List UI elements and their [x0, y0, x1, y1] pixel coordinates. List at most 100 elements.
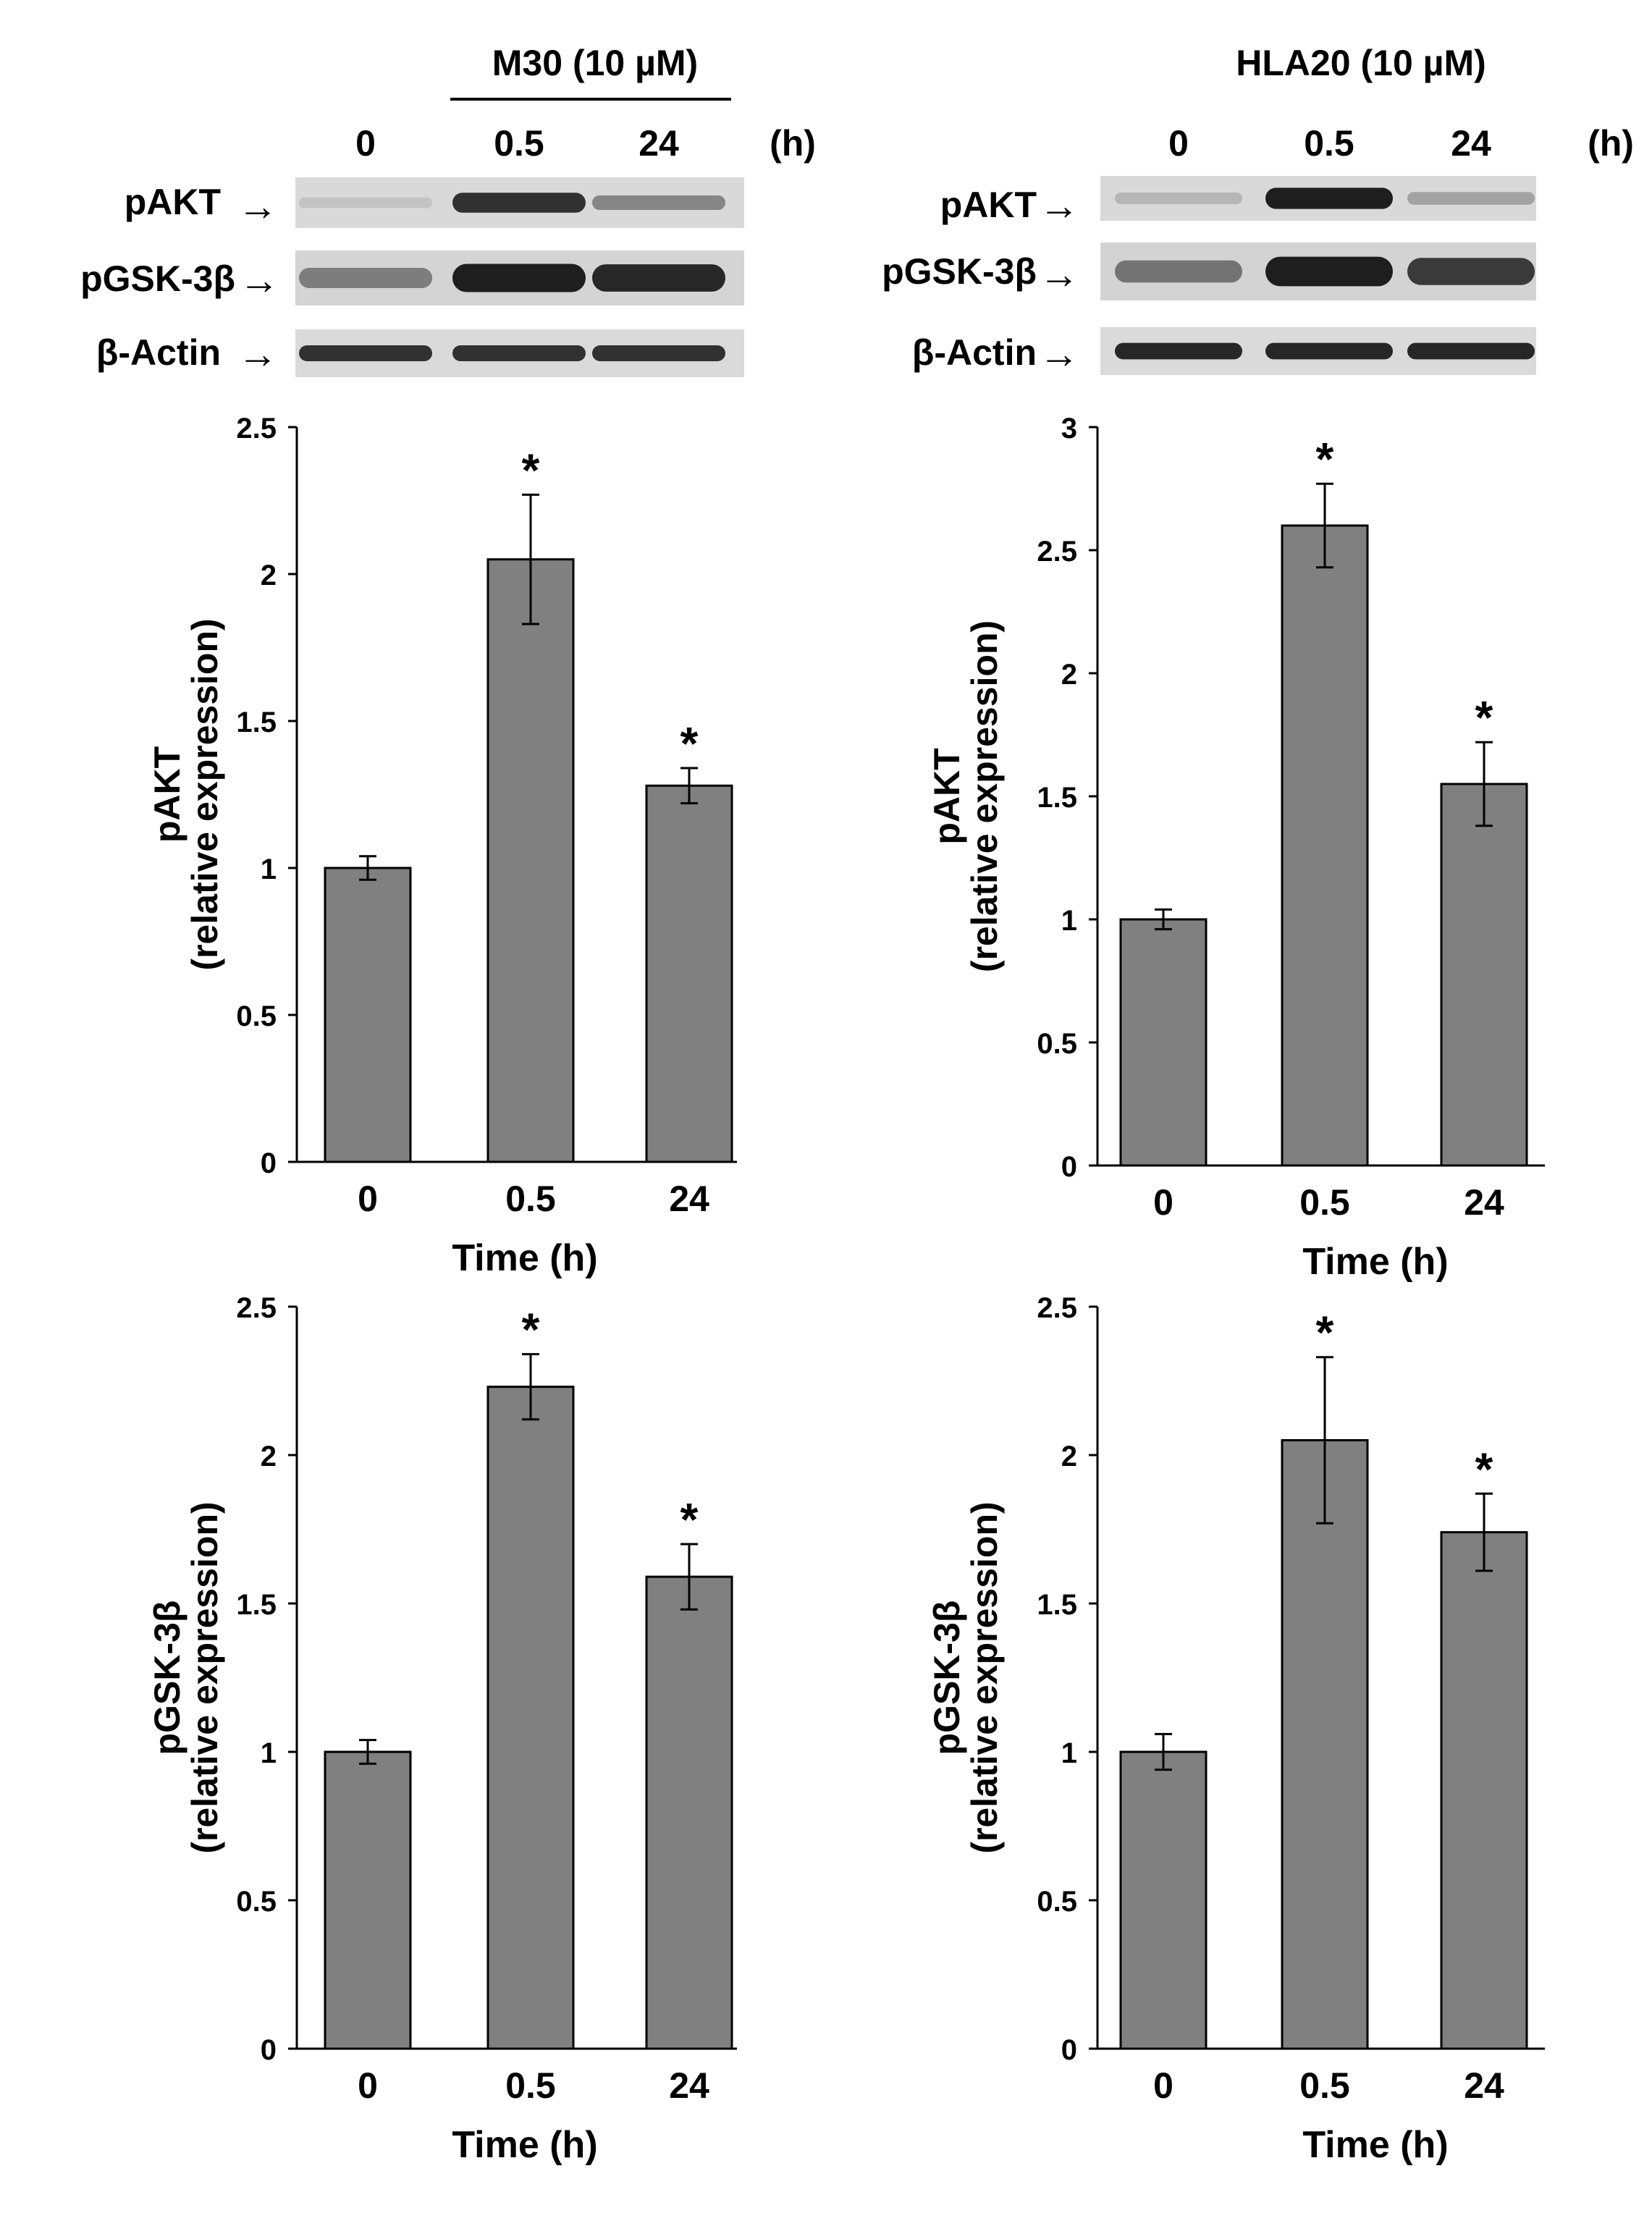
bar [1440, 783, 1528, 1167]
x-tick-label: 24 [669, 2065, 709, 2106]
y-tick-label: 1 [261, 1737, 277, 1769]
blot-panel-m30: M30 (10 µM) 0 0.5 24 (h) pAKT → pGSK-3β … [80, 43, 816, 377]
bar [1119, 918, 1208, 1167]
y-tick-label: 2.5 [236, 1292, 277, 1324]
y-tick-label: 2.5 [1037, 536, 1077, 568]
x-axis-title: Time (h) [1302, 1241, 1448, 1283]
chart-pakt-m30: 0 * 0.5 * 24 0 0.5 1 1.5 2 2.5 Time (h) pAKT(relativ… [147, 413, 737, 1279]
blot-band [1265, 342, 1393, 360]
y-axis-subtitle: (relative expression) [964, 620, 1005, 972]
arrow-icon: → [1039, 331, 1079, 376]
arrow-icon: → [237, 183, 278, 229]
y-tick-label: 0.5 [1037, 1028, 1077, 1060]
bar [324, 1750, 412, 2050]
y-tick-label: 0.5 [1037, 1886, 1077, 1918]
significance-marker: * [1475, 1443, 1493, 1495]
y-tick-label: 0 [261, 1147, 277, 1179]
bar [1440, 1531, 1528, 2050]
bar [486, 558, 575, 1163]
blot-band [299, 197, 432, 208]
x-axis-title: Time (h) [452, 1237, 597, 1279]
bar [1281, 1439, 1369, 2050]
blot-band [592, 195, 725, 211]
x-tick-label: 0 [1153, 1182, 1173, 1223]
x-tick-label: 0.5 [1299, 1182, 1350, 1223]
blot-treatment-label: M30 (10 µM) [492, 43, 698, 83]
blot-band [1407, 258, 1535, 285]
arrow-icon: → [239, 257, 279, 303]
bar [486, 1386, 575, 2050]
y-axis-subtitle: (relative expression) [185, 1501, 225, 1853]
significance-marker: * [680, 717, 699, 770]
y-tick-label: 0.5 [236, 1886, 277, 1918]
blot-band [1407, 342, 1535, 360]
y-tick-label: 2.5 [1037, 1292, 1077, 1324]
x-tick-label: 24 [669, 1179, 709, 1219]
y-axis-title: pAKT [147, 746, 187, 843]
y-tick-label: 1.5 [236, 707, 277, 738]
y-axis-title: pGSK-3β [927, 1601, 967, 1755]
blot-time-unit: (h) [770, 123, 816, 164]
blot-time-label: 0.5 [1304, 123, 1354, 164]
blot-time-label: 0 [1168, 123, 1189, 164]
blot-bands [1115, 187, 1535, 360]
y-tick-label: 0 [1061, 1151, 1077, 1183]
blot-band [299, 268, 432, 288]
blot-time-label: 0 [355, 123, 376, 164]
blot-band [452, 193, 586, 213]
y-tick-label: 0 [1061, 2034, 1077, 2066]
blot-row-label-pgsk: pGSK-3β [882, 251, 1037, 292]
chart-pgsk-hla20: 0 * 0.5 * 24 0 0.5 1 1.5 2 2.5 Time (h) pGSK-3β(rela… [927, 1292, 1545, 2166]
significance-marker: * [522, 444, 540, 496]
x-tick-label: 0 [1153, 2065, 1173, 2106]
blot-band [1265, 187, 1393, 209]
x-tick-label: 0 [358, 2065, 378, 2106]
x-tick-label: 0.5 [505, 1179, 556, 1219]
y-tick-label: 2.5 [236, 413, 277, 444]
y-tick-label: 2 [261, 560, 277, 591]
blot-row-label-actin: β-Actin [96, 332, 221, 373]
bar [1281, 524, 1369, 1167]
blot-row-label-actin: β-Actin [912, 332, 1037, 373]
blot-band [1115, 260, 1242, 283]
y-tick-label: 2 [1061, 1441, 1077, 1472]
blot-band [452, 264, 586, 292]
x-tick-label: 24 [1464, 2065, 1504, 2106]
blot-time-label: 24 [1451, 123, 1491, 164]
blot-time-label: 24 [639, 123, 679, 164]
y-axis-title: pAKT [927, 748, 967, 844]
blot-band [299, 345, 432, 362]
blot-panel-hla20: HLA20 (10 µM) 0 0.5 24 (h) pAKT → pGSK-3… [882, 43, 1634, 376]
bar [645, 784, 733, 1163]
y-tick-label: 0 [261, 2034, 277, 2066]
blot-band [592, 345, 725, 362]
blot-band [1115, 342, 1242, 360]
bar [1119, 1750, 1208, 2050]
blot-band [1115, 193, 1242, 204]
arrow-icon: → [237, 331, 278, 376]
arrow-icon: → [1039, 251, 1079, 297]
arrow-icon: → [1039, 182, 1079, 228]
blot-band [592, 264, 725, 292]
bar [324, 867, 412, 1163]
x-axis-title: Time (h) [1302, 2124, 1448, 2166]
y-axis-subtitle: (relative expression) [185, 618, 225, 970]
x-tick-label: 0.5 [505, 2065, 556, 2106]
y-axis-title: pGSK-3β [147, 1601, 187, 1755]
blot-band [1265, 256, 1393, 287]
y-tick-label: 1 [1061, 1737, 1077, 1769]
significance-marker: * [1316, 433, 1334, 485]
blot-row-label-pgsk: pGSK-3β [80, 258, 235, 299]
chart-pakt-hla20: 0 * 0.5 * 24 0 0.5 1 1.5 2 2.5 3 Time (h) pAKT(relati… [927, 413, 1545, 1283]
y-tick-label: 0.5 [236, 1000, 277, 1032]
y-tick-label: 1.5 [236, 1589, 277, 1621]
blot-row-label-pakt: pAKT [125, 182, 221, 222]
chart-pgsk-m30: 0 * 0.5 * 24 0 0.5 1 1.5 2 2.5 Time (h) pGSK-3β(rela… [147, 1292, 737, 2166]
blot-row-label-pakt: pAKT [940, 185, 1037, 225]
x-tick-label: 24 [1464, 1182, 1504, 1223]
y-tick-label: 1 [1061, 905, 1077, 937]
blot-bands [299, 193, 725, 362]
blot-band [1407, 192, 1535, 205]
x-axis-title: Time (h) [452, 2124, 597, 2166]
